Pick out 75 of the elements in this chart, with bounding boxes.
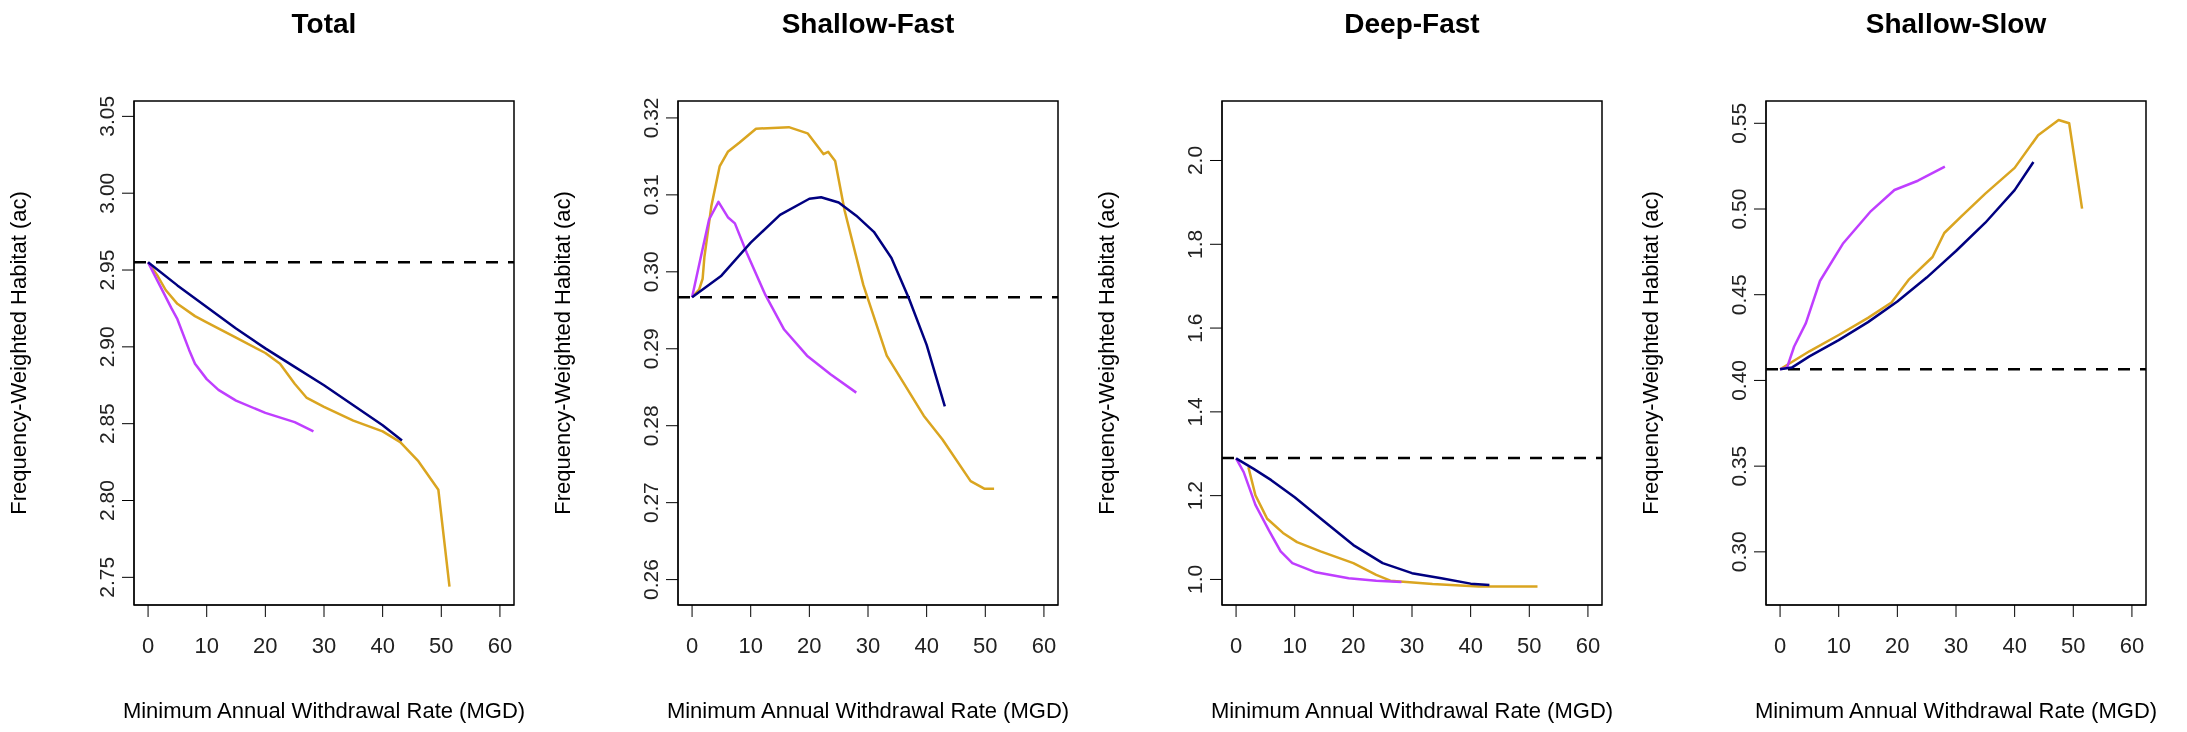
x-axis-title: Minimum Annual Withdrawal Rate (MGD) [1210,698,1614,723]
line-series [1234,457,1403,584]
x-tick-label: 30 [1943,632,1969,658]
chart-title: Shallow-Slow [1864,8,2048,40]
x-tick-label: 0 [1229,632,1243,658]
x-tick-label: 20 [1885,632,1910,658]
x-tick-label: 40 [370,632,395,658]
y-tick-label: 0.27 [639,482,662,524]
x-tick-label: 0 [1773,632,1787,658]
y-tick-label: 0.40 [1727,359,1750,401]
x-tick-label: 60 [1031,632,1057,658]
line-series [1778,118,2084,371]
y-tick-label: 1.8 [1183,229,1206,259]
x-tick-label: 50 [973,632,998,658]
y-tick-label: 2.85 [95,403,118,445]
x-tick-label: 0 [685,632,699,658]
x-tick-label: 20 [797,632,822,658]
x-axis-title: Minimum Annual Withdrawal Rate (MGD) [1754,698,2158,723]
y-tick-label: 1.0 [1183,564,1206,595]
x-tick-label: 40 [1458,632,1483,658]
y-tick-label: 0.29 [639,328,662,370]
line-series [146,261,404,442]
x-tick-label: 10 [194,632,219,658]
y-tick-label: 2.0 [1183,145,1206,176]
chart-title: Shallow-Fast [780,8,956,40]
line-series [1234,457,1491,587]
y-tick-label: 1.2 [1183,481,1206,511]
x-tick-label: 10 [1282,632,1307,658]
y-axis-title: Frequency-Weighted Habitat (ac) [549,191,575,515]
y-tick-label: 0.35 [1727,445,1750,487]
y-tick-label: 0.31 [639,174,662,216]
x-tick-label: 20 [1341,632,1366,658]
x-tick-label: 0 [141,632,155,658]
y-tick-label: 0.26 [639,559,662,601]
chart-title: Total [290,8,358,40]
y-tick-label: 1.4 [1183,396,1206,427]
line-series [690,195,947,408]
y-tick-label: 0.55 [1727,102,1750,144]
x-tick-label: 50 [1517,632,1542,658]
y-tick-label: 0.50 [1727,188,1750,230]
x-tick-label: 30 [855,632,881,658]
line-series [690,200,858,394]
x-tick-label: 30 [311,632,337,658]
x-tick-label: 20 [253,632,278,658]
x-axis-title: Minimum Annual Withdrawal Rate (MGD) [122,698,526,723]
x-tick-label: 60 [487,632,513,658]
line-series [1778,160,2035,371]
y-tick-label: 2.75 [95,556,118,598]
line-series [1247,465,1539,588]
y-tick-label: 2.95 [95,249,118,291]
x-tick-label: 10 [738,632,763,658]
x-tick-label: 50 [429,632,454,658]
y-axis-title: Frequency-Weighted Habitat (ac) [1093,191,1119,515]
x-tick-label: 60 [2119,632,2145,658]
y-tick-label: 0.30 [1727,531,1750,573]
x-axis-title: Minimum Annual Withdrawal Rate (MGD) [666,698,1070,723]
chart-title: Deep-Fast [1343,8,1481,40]
y-tick-label: 3.05 [95,95,118,137]
y-tick-label: 0.30 [639,251,662,293]
y-tick-label: 2.90 [95,326,118,368]
y-tick-label: 1.6 [1183,313,1206,343]
y-tick-label: 0.28 [639,405,662,447]
x-tick-label: 40 [2002,632,2027,658]
x-tick-label: 10 [1826,632,1851,658]
x-tick-label: 60 [1575,632,1601,658]
x-tick-label: 40 [914,632,939,658]
x-tick-label: 50 [2061,632,2086,658]
y-tick-label: 0.32 [639,97,662,139]
y-tick-label: 2.80 [95,480,118,521]
x-tick-label: 30 [1399,632,1425,658]
line-series [146,261,315,433]
y-tick-label: 0.45 [1727,274,1750,316]
y-axis-title: Frequency-Weighted Habitat (ac) [5,191,31,515]
y-tick-label: 3.00 [95,172,118,214]
y-axis-title: Frequency-Weighted Habitat (ac) [1637,191,1663,515]
